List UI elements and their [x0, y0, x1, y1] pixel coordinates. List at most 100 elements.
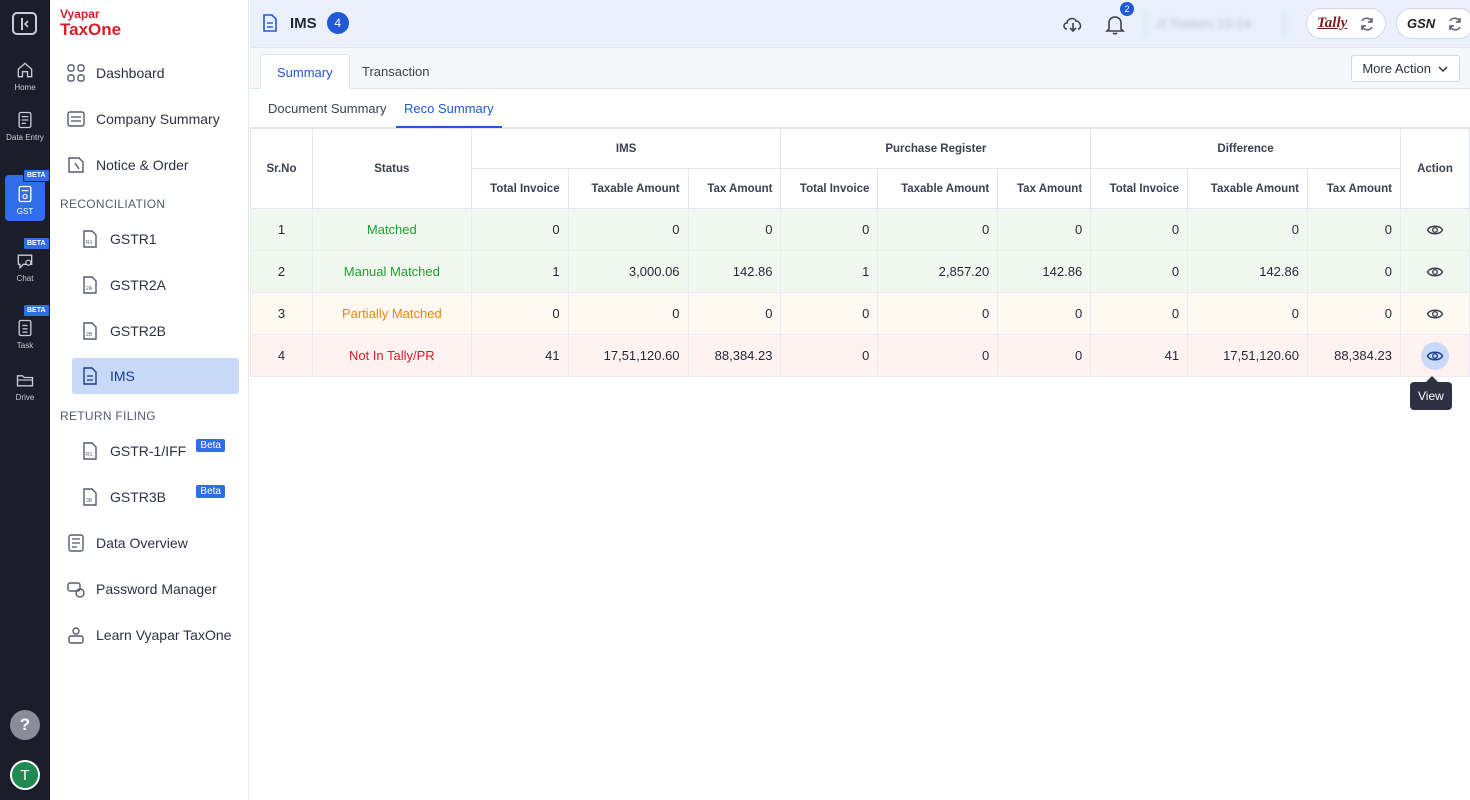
cell-diff-taxable-amount: 142.86 — [1187, 250, 1308, 293]
cell-diff-tax-amount: 0 — [1306, 292, 1401, 335]
view-tooltip: View — [1410, 376, 1452, 410]
table-row: 4 Not In Tally/PR 41 17,51,120.60 88,384… — [250, 334, 1470, 377]
cell-diff-total-invoice: 0 — [1090, 250, 1189, 293]
sidebar-item-gstr2a[interactable]: 2A GSTR2A — [72, 267, 239, 303]
page-title-text: IMS — [290, 14, 317, 32]
table-row: 2 Manual Matched 1 3,000.06 142.86 1 2,8… — [250, 250, 1470, 293]
cell-ims-taxable-amount: 17,51,120.60 — [567, 334, 689, 377]
rail-task[interactable]: BETA Task — [5, 304, 50, 356]
table-row: 1 Matched 0 0 0 0 0 0 0 0 0 — [250, 208, 1470, 251]
rail-gst[interactable]: BETA GST — [5, 169, 50, 221]
rail-drive[interactable]: Drive — [5, 368, 45, 414]
drive-icon — [16, 375, 34, 387]
cell-srno: 1 — [250, 208, 313, 251]
cell-ims-tax-amount: 142.86 — [687, 250, 782, 293]
svg-text:3B: 3B — [86, 498, 93, 504]
cell-ims-taxable-amount: 0 — [567, 208, 689, 251]
rail-home-label: Home — [14, 83, 36, 92]
ims-doc-icon — [263, 14, 277, 32]
top-bar: IMS 4 2 JI Traders 23-24 Tally GSN — [250, 0, 1470, 48]
cell-pr-tax-amount: 0 — [997, 292, 1092, 335]
header-srno: Sr.No — [250, 128, 313, 209]
notification-count-badge: 2 — [1120, 2, 1134, 16]
cell-pr-total-invoice: 0 — [780, 334, 879, 377]
sidebar-item-gstr2b[interactable]: 2B GSTR2B — [72, 313, 239, 349]
refresh-icon[interactable] — [1447, 16, 1463, 32]
collapse-sidebar-icon[interactable] — [12, 12, 37, 35]
subtab-document-summary[interactable]: Document Summary — [268, 101, 387, 116]
sidebar-item-label: GSTR3B — [110, 489, 167, 505]
header-tax-amount: Tax Amount — [687, 168, 782, 209]
sidebar-item-label: Company Summary — [96, 111, 220, 127]
subtab-reco-summary[interactable]: Reco Summary — [396, 89, 502, 128]
cell-status: Not In Tally/PR — [311, 334, 472, 377]
reconciliation-heading: RECONCILIATION — [60, 197, 166, 211]
more-action-dropdown[interactable]: More Action — [1351, 55, 1460, 82]
cell-diff-tax-amount: 88,384.23 — [1306, 334, 1401, 377]
help-button[interactable]: ? — [10, 710, 40, 740]
2b-doc-icon: 2B — [83, 322, 97, 340]
count-badge: 4 — [326, 12, 349, 34]
rail-home[interactable]: Home — [5, 58, 45, 104]
sidebar-item-learn[interactable]: Learn Vyapar TaxOne — [66, 617, 242, 653]
tally-sync-pill[interactable]: Tally — [1306, 8, 1387, 39]
rail-data-entry[interactable]: Data Entry — [5, 108, 45, 154]
svg-text:R1: R1 — [86, 240, 93, 246]
sidebar-item-gstr1-iff[interactable]: R1 GSTR-1/IFF Beta — [72, 433, 239, 469]
bell-icon[interactable] — [1103, 12, 1127, 36]
2a-doc-icon: 2A — [83, 276, 97, 294]
header-tax-amount: Tax Amount — [997, 168, 1092, 209]
sidebar-item-gstr3b[interactable]: 3B GSTR3B Beta — [72, 479, 239, 515]
header-action: Action — [1399, 128, 1470, 209]
sidebar-item-password-manager[interactable]: Password Manager — [66, 571, 242, 607]
header-taxable-amount: Taxable Amount — [567, 168, 689, 209]
view-eye-icon[interactable] — [1421, 216, 1449, 244]
cell-diff-tax-amount: 0 — [1306, 208, 1401, 251]
chat-beta-badge: BETA — [23, 237, 50, 250]
cell-ims-tax-amount: 0 — [687, 292, 782, 335]
view-eye-icon[interactable] — [1421, 300, 1449, 328]
return-filing-heading: RETURN FILING — [60, 409, 156, 423]
cell-pr-taxable-amount: 2,857.20 — [877, 250, 999, 293]
sidebar-item-company-summary[interactable]: Company Summary — [66, 101, 242, 137]
brand-logo[interactable]: Vyapar TaxOne — [60, 7, 121, 38]
view-eye-icon[interactable] — [1421, 258, 1449, 286]
grid-icon — [67, 64, 85, 82]
tab-transaction[interactable]: Transaction — [362, 64, 430, 79]
subtab-bar: Document Summary Reco Summary — [250, 89, 1470, 128]
gsn-sync-pill[interactable]: GSN — [1396, 8, 1470, 39]
beta-badge: Beta — [196, 439, 225, 452]
main-content: Summary Transaction More Action Document… — [250, 48, 1470, 800]
view-eye-icon[interactable] — [1420, 341, 1449, 370]
password-icon — [67, 582, 85, 598]
home-icon — [17, 62, 33, 78]
sidebar-item-gstr1[interactable]: R1 GSTR1 — [72, 221, 239, 257]
cell-pr-taxable-amount: 0 — [877, 208, 999, 251]
rail-chat[interactable]: BETA Chat — [5, 237, 50, 289]
svg-text:2A: 2A — [86, 286, 93, 292]
cell-pr-tax-amount: 142.86 — [997, 250, 1092, 293]
sidebar-item-label: Data Overview — [96, 535, 188, 551]
rail-gst-label: GST — [16, 207, 34, 216]
tab-summary[interactable]: Summary — [260, 54, 350, 89]
sidebar-item-notice-order[interactable]: Notice & Order — [66, 147, 242, 183]
gst-beta-badge: BETA — [23, 169, 50, 182]
cell-ims-total-invoice: 41 — [470, 334, 569, 377]
company-selector[interactable]: JI Traders 23-24 — [1145, 10, 1285, 38]
cell-pr-total-invoice: 0 — [780, 208, 879, 251]
sidebar-item-label: Password Manager — [96, 581, 217, 597]
sidebar-item-ims[interactable]: IMS — [72, 358, 239, 394]
sidebar-item-label: Notice & Order — [96, 157, 189, 173]
header-total-invoice: Total Invoice — [470, 168, 569, 209]
header-purchase-register: Purchase Register — [780, 128, 1092, 169]
user-avatar[interactable]: T — [10, 760, 40, 790]
rail-task-label: Task — [16, 341, 34, 350]
sidebar-item-data-overview[interactable]: Data Overview — [66, 525, 242, 561]
refresh-icon[interactable] — [1359, 16, 1375, 32]
cell-pr-tax-amount: 0 — [997, 208, 1092, 251]
cell-action — [1399, 334, 1470, 377]
download-cloud-icon[interactable] — [1061, 12, 1085, 36]
sidebar-item-dashboard[interactable]: Dashboard — [66, 55, 242, 91]
cell-srno: 2 — [250, 250, 313, 293]
